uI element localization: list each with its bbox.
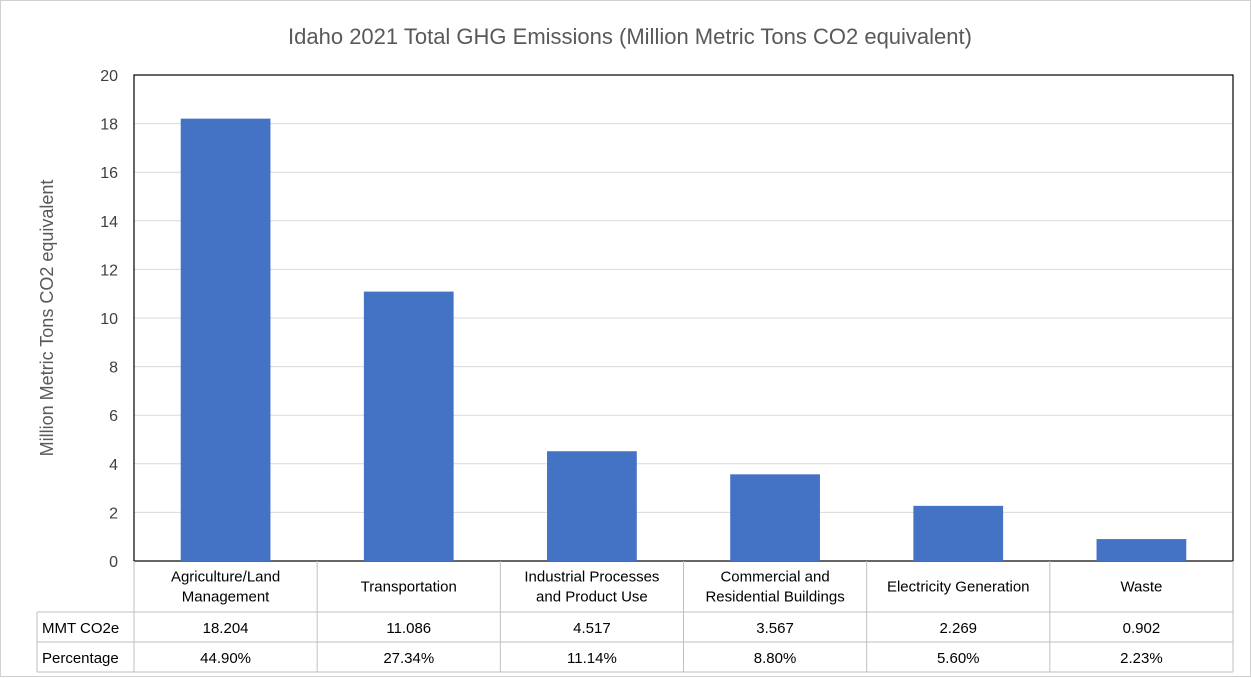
bars <box>180 118 1187 562</box>
x-category-label: Commercial and <box>720 569 829 586</box>
y-tick-label: 0 <box>109 554 118 571</box>
x-category-label: Management <box>182 589 270 606</box>
x-category-label: Residential Buildings <box>705 589 844 606</box>
x-category-label: and Product Use <box>536 589 648 606</box>
table-cell-value: 44.90% <box>200 650 251 667</box>
table-cell-value: 18.204 <box>203 620 249 637</box>
data-table: Agriculture/Land Management Transportation… <box>36 561 1234 673</box>
y-tick-label: 6 <box>109 408 118 425</box>
y-tick-label: 18 <box>100 117 118 134</box>
bar <box>180 118 271 562</box>
y-axis-label: Million Metric Tons CO2 equivalent <box>37 180 57 457</box>
chart-title: Idaho 2021 Total GHG Emissions (Million … <box>288 24 972 49</box>
bar <box>547 451 637 561</box>
table-cell-value: 2.23% <box>1120 650 1163 667</box>
y-tick-label: 2 <box>109 505 118 522</box>
y-tick-label: 14 <box>100 214 118 231</box>
x-category-label: Waste <box>1120 579 1162 596</box>
table-row-label: MMT CO2e <box>42 620 119 637</box>
y-tick-label: 16 <box>100 165 118 182</box>
y-tick-label: 4 <box>109 457 118 474</box>
table-cell-value: 4.517 <box>573 620 611 637</box>
table-cell-value: 5.60% <box>937 650 980 667</box>
table-row-label: Percentage <box>42 650 119 667</box>
table-cell-value: 8.80% <box>754 650 797 667</box>
table-cell-value: 2.269 <box>939 620 977 637</box>
y-tick-label: 8 <box>109 360 118 377</box>
bar <box>913 505 1004 561</box>
x-category-label: Electricity Generation <box>887 579 1030 596</box>
bar <box>730 474 820 561</box>
x-category-label: Transportation <box>361 579 457 596</box>
gridlines <box>133 74 1234 562</box>
bar <box>1096 539 1187 561</box>
x-category-label: Industrial Processes <box>524 569 659 586</box>
bar <box>363 291 454 561</box>
y-tick-label: 12 <box>100 262 118 279</box>
table-cell-value: 27.34% <box>383 650 434 667</box>
table-cell-value: 0.902 <box>1123 620 1161 637</box>
x-category-label: Agriculture/Land <box>171 569 280 586</box>
table-cell-value: 11.14% <box>567 650 617 667</box>
y-axis-ticks: 0 2 4 6 8 10 12 14 16 18 20 <box>100 68 118 571</box>
table-cell-value: 11.086 <box>386 620 431 637</box>
y-tick-label: 20 <box>100 68 118 85</box>
y-tick-label: 10 <box>100 311 118 328</box>
table-cell-value: 3.567 <box>756 620 794 637</box>
